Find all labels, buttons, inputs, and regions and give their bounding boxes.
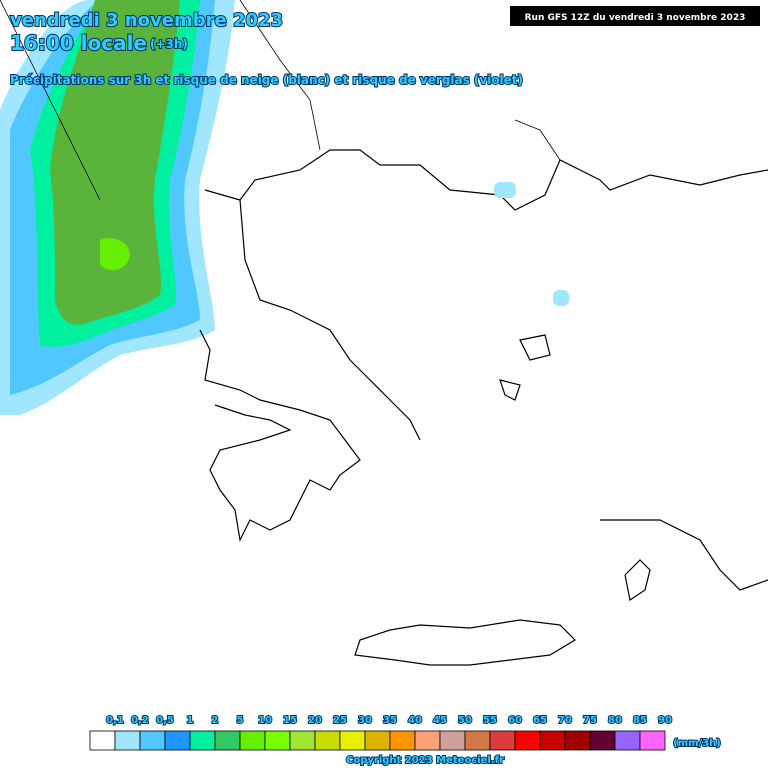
legend-swatch	[439, 730, 466, 751]
legend-label: 45	[433, 715, 447, 726]
island	[624, 559, 651, 601]
legend-swatch	[314, 730, 341, 751]
legend-label: 0,1	[106, 715, 124, 726]
precip-area	[553, 290, 569, 306]
legend-swatch	[339, 730, 366, 751]
island	[519, 334, 551, 361]
legend-swatch	[114, 730, 141, 751]
legend-label: 65	[533, 715, 547, 726]
date: vendredi 3 novembre 2023	[10, 10, 283, 31]
legend-swatch	[639, 730, 666, 751]
coastline	[199, 329, 361, 542]
offset: (+3h)	[150, 37, 188, 51]
legend-label: 0,5	[156, 715, 174, 726]
legend-label: 60	[508, 715, 522, 726]
legend-swatch	[89, 730, 116, 751]
border	[0, 0, 561, 201]
legend-swatch	[464, 730, 491, 751]
legend-label: 20	[308, 715, 322, 726]
legend-swatch	[614, 730, 641, 751]
legend-swatch	[189, 730, 216, 751]
run: Run GFS 12Z du vendredi 3 novembre 2023	[525, 13, 746, 23]
legend-label: 55	[483, 715, 497, 726]
island	[354, 619, 576, 666]
legend-label: 15	[283, 715, 297, 726]
legend-swatch	[289, 730, 316, 751]
legend-label: 2	[212, 715, 219, 726]
legend-label: 75	[583, 715, 597, 726]
legend-label: 1	[187, 715, 194, 726]
coastline	[600, 519, 768, 591]
legend-swatch	[589, 730, 616, 751]
legend-swatch	[539, 730, 566, 751]
legend-swatch	[139, 730, 166, 751]
legend-label: 25	[333, 715, 347, 726]
legend: 0,1 0,2 0,5 1 2 5 10 15 20 25 30 35 40 45 50 55 60 65 70 75…	[89, 714, 673, 751]
legend-swatch	[214, 730, 241, 751]
legend-label: 80	[608, 715, 622, 726]
legend-swatch	[414, 730, 441, 751]
legend-swatch	[264, 730, 291, 751]
legend-label: 35	[383, 715, 397, 726]
legend-label: 70	[558, 715, 572, 726]
run-box	[510, 6, 760, 26]
precip-area	[100, 238, 130, 271]
legend-label: 40	[408, 715, 422, 726]
legend-swatch	[564, 730, 591, 751]
legend-swatch	[239, 730, 266, 751]
legend-swatch	[364, 730, 391, 751]
coastline	[239, 199, 421, 441]
legend-label: 30	[358, 715, 372, 726]
subtitle: Précipitations sur 3h et risque de neige…	[10, 73, 523, 87]
precip-area	[50, 0, 180, 325]
copyright: Copyright 2023 Meteociel.fr	[346, 755, 504, 766]
legend-label: 5	[237, 715, 244, 726]
legend-label: 50	[458, 715, 472, 726]
legend-swatch	[489, 730, 516, 751]
legend-swatch	[389, 730, 416, 751]
legend-unit: (mm/3h)	[673, 738, 721, 749]
legend-label: 90	[658, 715, 672, 726]
precip-area	[494, 182, 516, 198]
legend-label: 85	[633, 715, 647, 726]
island	[499, 379, 521, 401]
legend-swatch	[164, 730, 191, 751]
legend-label: 10	[258, 715, 272, 726]
legend-swatch	[514, 730, 541, 751]
legend-label: 0,2	[131, 715, 149, 726]
time: 16:00 locale	[10, 31, 147, 55]
